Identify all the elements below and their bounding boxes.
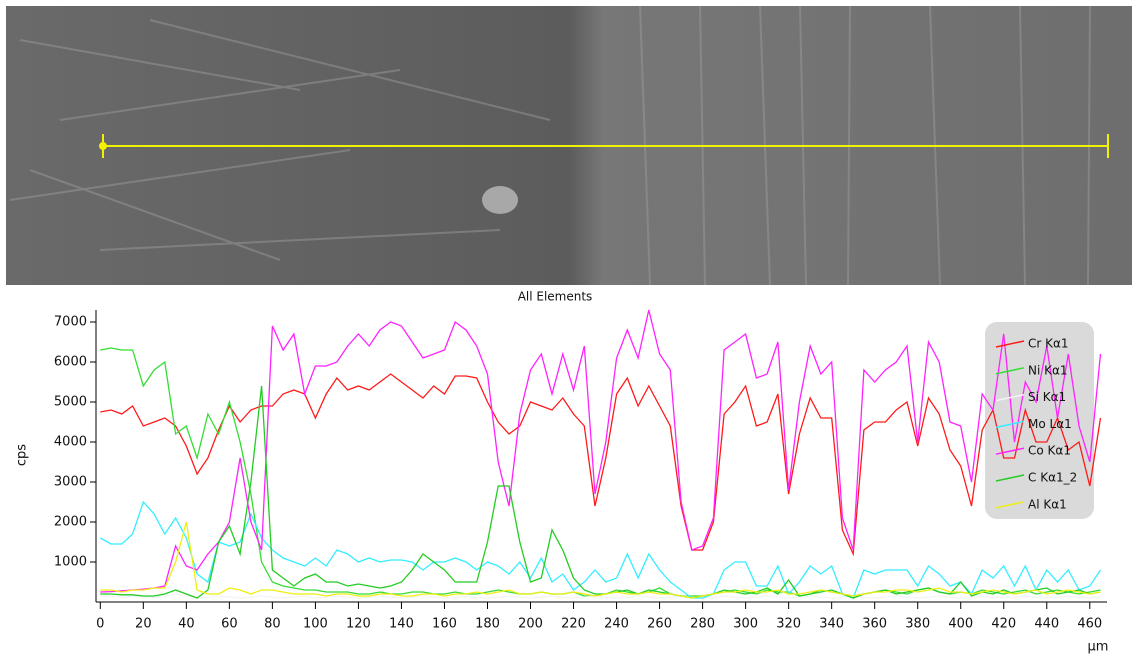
x-tick-label: 380 (905, 617, 930, 632)
x-tick-label: 0 (96, 617, 104, 632)
x-tick-label: 120 (346, 617, 371, 632)
y-tick-label: 6000 (54, 355, 87, 370)
y-tick-label: 1000 (54, 555, 87, 570)
x-tick-label: 300 (733, 617, 758, 632)
x-tick-label: 360 (862, 617, 887, 632)
y-axis-label: cps (15, 444, 30, 466)
chart-title: All Elements (518, 290, 593, 304)
x-tick-label: 340 (819, 617, 844, 632)
x-tick-label: 240 (604, 617, 629, 632)
y-tick-label: 4000 (54, 435, 87, 450)
legend-label: Al Kα1 (1028, 497, 1067, 511)
x-tick-label: 260 (647, 617, 672, 632)
sem-image (6, 6, 1132, 285)
x-tick-label: 80 (264, 617, 281, 632)
x-tick-label: 60 (221, 617, 238, 632)
y-tick-label: 7000 (54, 315, 87, 330)
x-tick-label: 20 (135, 617, 152, 632)
legend-label: Mo Lα1 (1028, 417, 1072, 431)
legend-label: C Kα1_2 (1028, 471, 1077, 485)
x-axis-label: µm (1088, 640, 1109, 655)
y-tick-label: 3000 (54, 475, 87, 490)
x-tick-label: 200 (518, 617, 543, 632)
x-tick-label: 400 (948, 617, 973, 632)
x-tick-label: 280 (690, 617, 715, 632)
x-tick-label: 40 (178, 617, 195, 632)
x-tick-label: 160 (432, 617, 457, 632)
x-tick-label: 140 (389, 617, 414, 632)
legend-label: Cr Kα1 (1028, 337, 1069, 351)
x-tick-label: 100 (303, 617, 328, 632)
legend-label: Ni Kα1 (1028, 363, 1068, 377)
x-tick-label: 180 (475, 617, 500, 632)
plot-background (0, 286, 1137, 655)
x-tick-label: 320 (776, 617, 801, 632)
x-tick-label: 220 (561, 617, 586, 632)
y-tick-label: 2000 (54, 515, 87, 530)
x-tick-label: 420 (991, 617, 1016, 632)
x-tick-label: 440 (1034, 617, 1059, 632)
chart: All Elements cps µm 10002000300040005000… (0, 0, 1137, 655)
y-tick-label: 5000 (54, 395, 87, 410)
legend-label: Si Kα1 (1028, 390, 1066, 404)
legend-label: Co Kα1 (1028, 444, 1071, 458)
x-tick-label: 460 (1077, 617, 1102, 632)
page: All Elements cps µm 10002000300040005000… (0, 0, 1137, 659)
